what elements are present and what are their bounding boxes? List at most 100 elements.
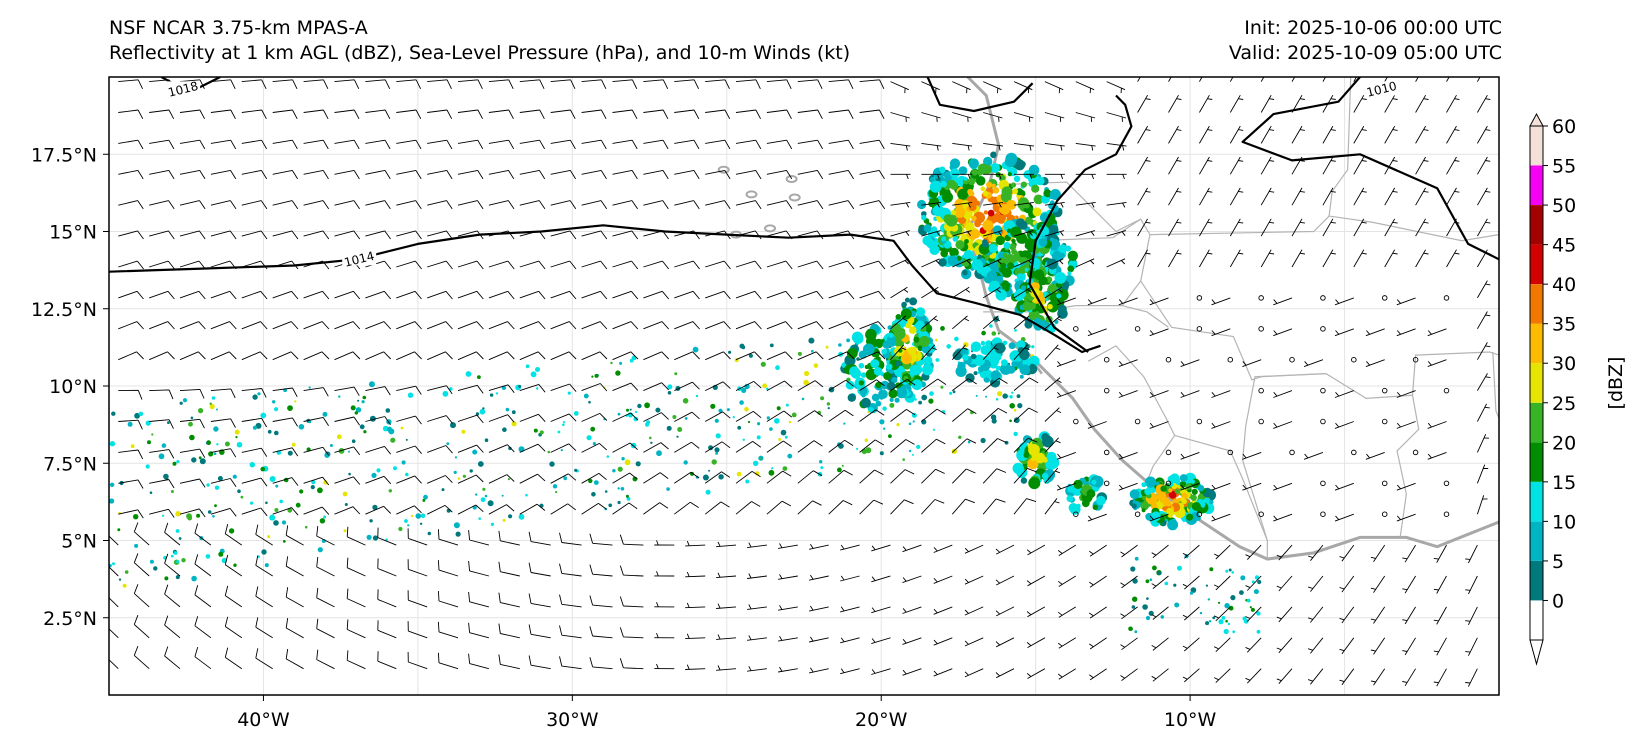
wind-barb: [1120, 606, 1138, 620]
reflectivity-cell: [827, 407, 830, 410]
wind-barb: [1137, 77, 1141, 82]
reflectivity-cell: [871, 393, 880, 402]
wind-barb: [921, 378, 947, 391]
wind-barb: [272, 387, 298, 398]
wind-barb: [982, 344, 999, 360]
calm-wind-marker: [1134, 418, 1141, 425]
reflectivity-cell: [954, 206, 966, 218]
reflectivity-cell: [1146, 597, 1149, 600]
reflectivity-cell: [982, 164, 993, 175]
wind-barb: [890, 81, 909, 94]
wind-barb: [365, 475, 392, 485]
reflectivity-cell: [918, 335, 930, 347]
reflectivity-cell: [864, 438, 868, 442]
reflectivity-cell: [390, 437, 396, 443]
wind-barb: [488, 260, 515, 270]
reflectivity-cell: [624, 459, 631, 466]
wind-barb: [1370, 606, 1386, 624]
wind-barb: [581, 503, 607, 515]
wind-barb: [255, 648, 273, 670]
wind-barb: [1182, 575, 1200, 590]
reflectivity-cell: [837, 467, 842, 473]
reflectivity-cell: [882, 406, 887, 411]
wind-barb: [643, 412, 669, 422]
reflectivity-cell: [644, 402, 650, 409]
reflectivity-cell: [957, 188, 969, 200]
wind-barb: [334, 446, 361, 456]
reflectivity-cell: [329, 444, 333, 447]
wind-barb: [1446, 77, 1450, 82]
reflectivity-cell: [369, 519, 373, 523]
wind-barb: [951, 438, 977, 453]
reflectivity-cell: [739, 400, 744, 405]
calm-wind-marker: [1443, 511, 1450, 517]
wind-barb: [797, 470, 823, 484]
wind-barb: [179, 351, 206, 361]
reflectivity-cell: [287, 450, 293, 456]
reflectivity-cell: [973, 371, 978, 376]
reflectivity-cell: [1013, 431, 1018, 437]
wind-barb: [1118, 482, 1138, 491]
reflectivity-cell: [1010, 257, 1016, 264]
wind-barb: [1057, 544, 1077, 556]
wind-barb: [241, 417, 267, 428]
reflectivity-cell: [929, 391, 934, 396]
wind-barb: [528, 562, 551, 577]
reflectivity-cell: [591, 375, 594, 378]
reflectivity-cell: [870, 359, 880, 369]
country-border: [1492, 351, 1499, 522]
wind-barb: [1322, 125, 1336, 144]
isobar: [926, 77, 1034, 113]
wind-barb: [828, 260, 855, 270]
reflectivity-cell: [1004, 286, 1010, 292]
wind-barb: [1087, 328, 1107, 337]
reflectivity-cell: [963, 176, 968, 181]
wind-barb: [241, 447, 268, 457]
country-border: [1122, 305, 1169, 328]
wind-barb: [654, 540, 675, 546]
reflectivity-cell: [1047, 300, 1059, 313]
wind-barb: [334, 109, 360, 120]
wind-barb: [1307, 606, 1324, 623]
reflectivity-cell: [1002, 393, 1008, 399]
reflectivity-cell: [167, 421, 170, 424]
reflectivity-cell: [625, 494, 629, 498]
reflectivity-cell: [666, 425, 672, 431]
reflectivity-cell: [338, 395, 341, 398]
wind-barb: [194, 585, 212, 608]
wind-barb: [1013, 437, 1038, 453]
reflectivity-cell: [1180, 497, 1185, 502]
wind-barb: [612, 351, 639, 361]
reflectivity-cell: [477, 461, 484, 467]
wind-barb: [241, 169, 268, 180]
wind-barb: [1334, 328, 1354, 337]
reflectivity-cell: [982, 220, 994, 231]
wind-barb: [1214, 606, 1231, 622]
reflectivity-cell: [1019, 161, 1026, 168]
wind-barb: [1465, 606, 1478, 626]
reflectivity-cell: [878, 389, 888, 400]
reflectivity-cell: [1160, 615, 1165, 619]
wind-barb: [674, 471, 700, 484]
reflectivity-cell: [865, 447, 872, 454]
wind-barb: [840, 544, 860, 551]
wind-barb: [1089, 544, 1107, 557]
wind-barb: [241, 79, 267, 89]
wind-barb: [1180, 359, 1200, 368]
reflectivity-cell: [983, 156, 993, 167]
wind-barb: [407, 528, 428, 546]
reflectivity-cell: [626, 497, 631, 501]
reflectivity-cell: [158, 453, 165, 460]
wind-barb: [1056, 359, 1076, 368]
wind-barb: [1273, 297, 1293, 306]
wind-barb: [1013, 201, 1034, 208]
wind-barb: [550, 351, 577, 361]
wind-barb: [1087, 421, 1107, 429]
wind-barb: [964, 544, 984, 554]
reflectivity-cell: [991, 418, 997, 424]
reflectivity-cell: [252, 394, 258, 400]
wind-barb: [396, 445, 422, 454]
reflectivity-cell: [1024, 320, 1033, 329]
reflectivity-cell: [134, 412, 141, 419]
wind-barb: [1168, 156, 1182, 175]
